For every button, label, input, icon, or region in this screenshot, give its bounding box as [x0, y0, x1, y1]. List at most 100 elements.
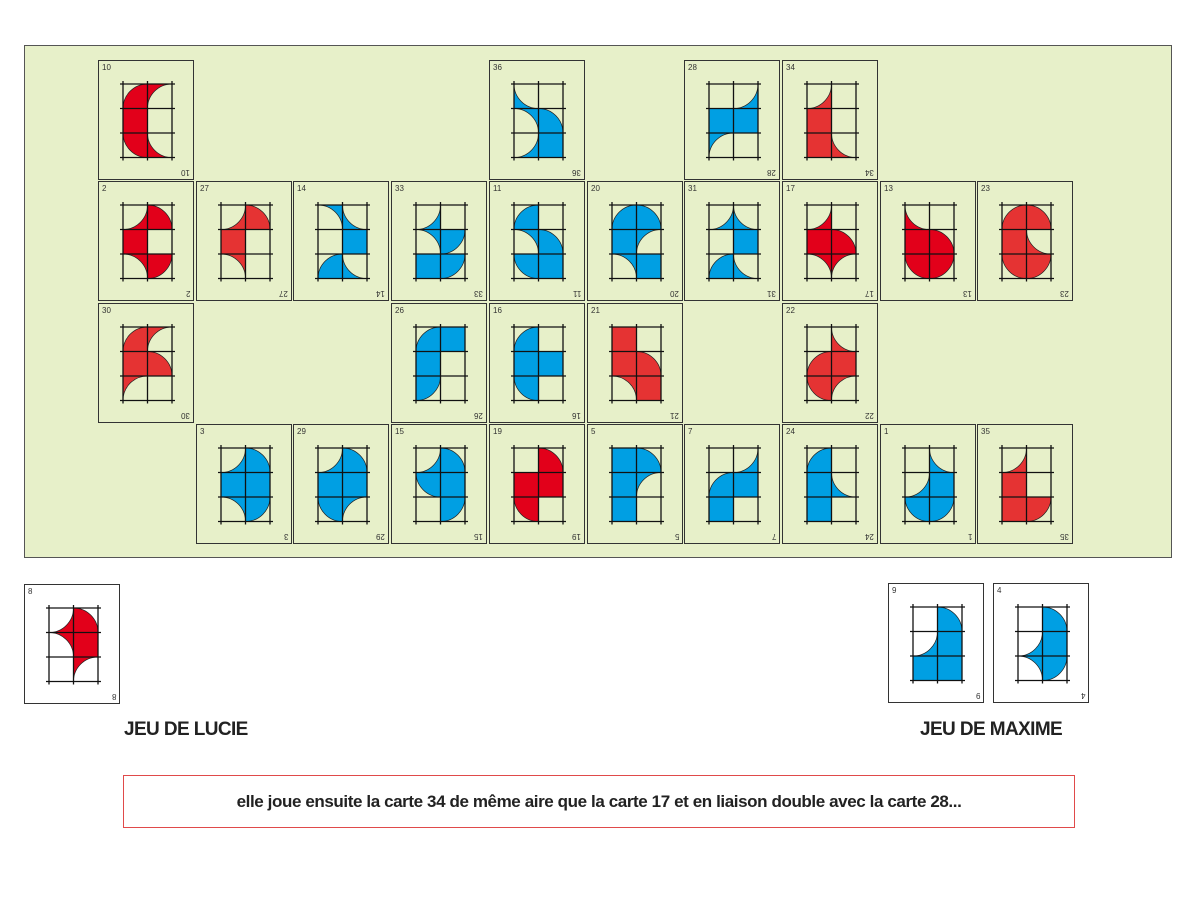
shape-cell: [733, 204, 759, 230]
shape-cell: [415, 326, 441, 352]
card-shape: [902, 202, 957, 282]
card-19[interactable]: 19 19: [489, 424, 585, 544]
shape-cell: [147, 83, 173, 109]
card-number: 20: [591, 184, 600, 193]
card-30[interactable]: 30 30: [98, 303, 194, 423]
card-number: 23: [1060, 289, 1069, 298]
card-22[interactable]: 22 22: [782, 303, 878, 423]
shape-cell: [937, 606, 963, 632]
card-21[interactable]: 21 21: [587, 303, 683, 423]
card-27[interactable]: 27 27: [196, 181, 292, 301]
shape-cell: [831, 472, 857, 498]
card-number: 31: [767, 289, 776, 298]
card-number: 17: [786, 184, 795, 193]
card-number: 9: [975, 691, 980, 700]
shape-cell: [806, 253, 832, 279]
shape-cell: [929, 229, 955, 255]
shape-cell: [415, 351, 441, 377]
card-number: 4: [997, 586, 1002, 595]
card-number: 21: [670, 411, 679, 420]
card-number: 2: [185, 289, 190, 298]
shape-cell: [611, 229, 637, 255]
card-23[interactable]: 23 23: [977, 181, 1073, 301]
shape-cell: [440, 496, 466, 522]
shape-cell: [1026, 496, 1052, 522]
card-number: 34: [786, 63, 795, 72]
shape-cell: [636, 229, 662, 255]
shape-cell: [122, 83, 148, 109]
shape-cell: [1001, 253, 1027, 279]
shape-cell: [415, 229, 441, 255]
card-36[interactable]: 36 36: [489, 60, 585, 180]
shape-cell: [513, 326, 539, 352]
card-24[interactable]: 24 24: [782, 424, 878, 544]
shape-cell: [733, 108, 759, 134]
shape-cell: [1017, 631, 1043, 657]
card-11[interactable]: 11 11: [489, 181, 585, 301]
shape-cell: [636, 253, 662, 279]
card-number: 16: [572, 411, 581, 420]
shape-cell: [317, 447, 343, 473]
shape-cell: [611, 351, 637, 377]
card-shape: [804, 445, 859, 525]
card-number: 14: [297, 184, 306, 193]
shape-cell: [122, 229, 148, 255]
card-number: 24: [786, 427, 795, 436]
message-box: elle joue ensuite la carte 34 de même ai…: [123, 775, 1075, 828]
shape-cell: [342, 204, 368, 230]
game-board: 10 10 36 36 28 28 34 34 2 2 27 27 14 14 33 33 11 11 20 20 31…: [24, 45, 1172, 558]
shape-cell: [912, 655, 938, 681]
card-13[interactable]: 13 13: [880, 181, 976, 301]
shape-cell: [806, 204, 832, 230]
card-number: 27: [200, 184, 209, 193]
card-20[interactable]: 20 20: [587, 181, 683, 301]
shape-cell: [806, 229, 832, 255]
card-number: 36: [493, 63, 502, 72]
shape-cell: [1001, 447, 1027, 473]
shape-cell: [317, 204, 343, 230]
shape-cell: [415, 375, 441, 401]
shape-cell: [513, 132, 539, 158]
shape-cell: [1026, 253, 1052, 279]
card-10[interactable]: 10 10: [98, 60, 194, 180]
shape-cell: [636, 375, 662, 401]
shape-cell: [513, 83, 539, 109]
shape-cell: [929, 496, 955, 522]
shape-cell: [147, 132, 173, 158]
shape-cell: [440, 472, 466, 498]
card-34[interactable]: 34 34: [782, 60, 878, 180]
card-17[interactable]: 17 17: [782, 181, 878, 301]
card-14[interactable]: 14 14: [293, 181, 389, 301]
card-35[interactable]: 35 35: [977, 424, 1073, 544]
card-33[interactable]: 33 33: [391, 181, 487, 301]
card-29[interactable]: 29 29: [293, 424, 389, 544]
shape-cell: [48, 607, 74, 633]
card-15[interactable]: 15 15: [391, 424, 487, 544]
shape-cell: [831, 253, 857, 279]
shape-cell: [912, 631, 938, 657]
card-shape: [609, 324, 664, 404]
card-16[interactable]: 16 16: [489, 303, 585, 423]
shape-cell: [245, 472, 271, 498]
shape-cell: [538, 447, 564, 473]
shape-cell: [636, 447, 662, 473]
shape-cell: [831, 351, 857, 377]
shape-cell: [611, 472, 637, 498]
shape-cell: [708, 253, 734, 279]
shape-cell: [440, 253, 466, 279]
shape-cell: [1001, 472, 1027, 498]
card-number: 33: [474, 289, 483, 298]
card-26[interactable]: 26 26: [391, 303, 487, 423]
shape-cell: [708, 108, 734, 134]
card-28[interactable]: 28 28: [684, 60, 780, 180]
card-31[interactable]: 31 31: [684, 181, 780, 301]
shape-cell: [1042, 606, 1068, 632]
